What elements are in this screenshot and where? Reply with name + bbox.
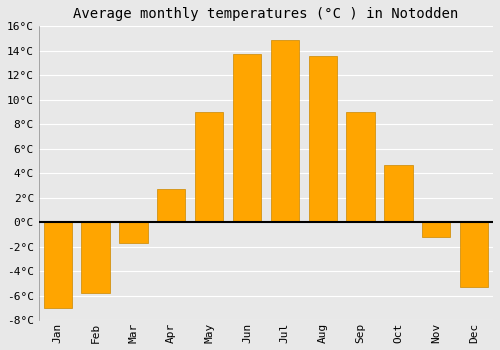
Title: Average monthly temperatures (°C ) in Notodden: Average monthly temperatures (°C ) in No… — [74, 7, 458, 21]
Bar — [384, 164, 412, 222]
Bar — [308, 56, 337, 222]
Bar — [460, 222, 488, 287]
Bar — [119, 222, 148, 243]
Bar — [44, 222, 72, 308]
Bar — [422, 222, 450, 237]
Bar — [346, 112, 375, 222]
Bar — [233, 55, 261, 222]
Bar — [270, 40, 299, 222]
Bar — [195, 112, 224, 222]
Bar — [157, 189, 186, 222]
Bar — [82, 222, 110, 293]
